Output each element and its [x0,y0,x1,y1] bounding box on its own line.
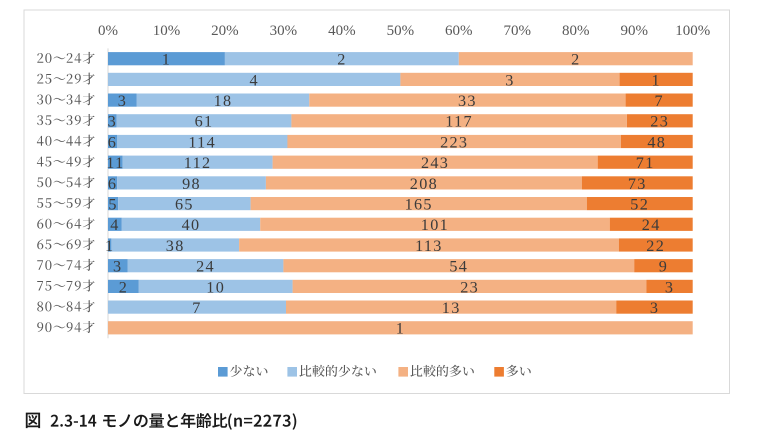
svg-text:6: 6 [108,175,117,193]
svg-text:3: 3 [113,258,122,276]
svg-text:30%: 30% [270,23,298,39]
svg-text:52: 52 [630,196,649,214]
svg-text:113: 113 [415,237,443,255]
svg-text:3: 3 [650,299,659,317]
svg-text:40%: 40% [328,23,356,39]
svg-text:9: 9 [659,258,668,276]
svg-text:1: 1 [162,51,171,69]
svg-text:11: 11 [106,154,124,172]
svg-text:48: 48 [647,133,666,151]
svg-text:24: 24 [642,216,661,234]
svg-text:3: 3 [505,71,514,89]
svg-text:165: 165 [405,196,433,214]
svg-text:80%: 80% [562,23,590,39]
svg-text:7: 7 [192,299,201,317]
svg-text:2: 2 [119,278,128,296]
svg-text:2: 2 [337,51,346,69]
svg-text:1: 1 [105,237,114,255]
svg-text:243: 243 [421,154,449,172]
svg-text:4: 4 [110,216,119,234]
svg-text:22: 22 [646,237,665,255]
svg-text:100%: 100% [675,23,710,39]
svg-text:71: 71 [636,154,655,172]
svg-text:4: 4 [249,71,258,89]
svg-text:73: 73 [628,175,647,193]
svg-text:90%: 90% [620,23,648,39]
svg-text:114: 114 [188,133,216,151]
svg-text:65: 65 [175,196,194,214]
svg-text:2: 2 [571,51,580,69]
svg-text:1: 1 [396,320,405,338]
svg-text:40: 40 [182,216,201,234]
svg-text:54: 54 [449,258,468,276]
svg-text:112: 112 [184,154,212,172]
svg-text:3: 3 [118,92,127,110]
svg-text:0%: 0% [98,23,118,39]
svg-text:33: 33 [458,92,477,110]
svg-text:3: 3 [108,113,117,131]
svg-text:98: 98 [182,175,201,193]
svg-text:18: 18 [214,92,233,110]
svg-text:117: 117 [445,113,473,131]
svg-text:24: 24 [196,258,215,276]
svg-text:13: 13 [442,299,461,317]
svg-text:61: 61 [195,113,214,131]
svg-text:1: 1 [651,71,660,89]
svg-text:20%: 20% [211,23,239,39]
svg-text:7: 7 [654,92,663,110]
svg-text:223: 223 [440,133,468,151]
svg-text:6: 6 [108,133,117,151]
svg-text:5: 5 [108,196,117,214]
svg-text:10%: 10% [153,23,181,39]
svg-text:60%: 60% [445,23,473,39]
svg-text:208: 208 [410,175,438,193]
svg-text:23: 23 [650,113,669,131]
svg-text:3: 3 [665,278,674,296]
svg-text:23: 23 [460,278,479,296]
svg-text:10: 10 [206,278,225,296]
svg-text:38: 38 [166,237,185,255]
svg-text:50%: 50% [387,23,415,39]
svg-text:70%: 70% [504,23,532,39]
svg-text:101: 101 [421,216,449,234]
